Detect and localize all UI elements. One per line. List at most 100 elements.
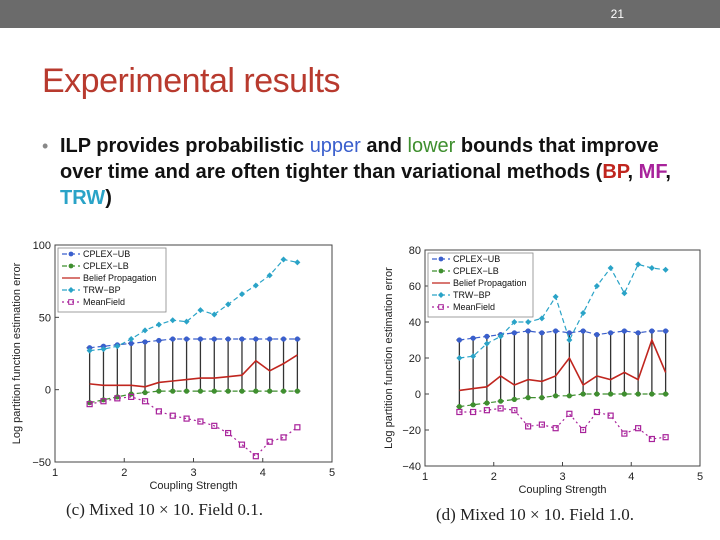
data-point <box>252 282 259 289</box>
y-tick-label: 20 <box>409 353 421 365</box>
data-point <box>663 391 669 397</box>
data-point <box>142 327 149 334</box>
data-point <box>525 319 532 325</box>
data-point <box>142 389 148 396</box>
data-point <box>497 333 504 340</box>
x-tick-label: 3 <box>190 467 196 479</box>
legend-marker <box>68 263 74 269</box>
bullet-text-part: bounds that improve over time and are of… <box>60 135 659 183</box>
data-point <box>86 401 93 408</box>
data-point <box>484 400 490 406</box>
data-point <box>225 429 232 437</box>
bullet-text-part: and <box>360 135 408 157</box>
data-point <box>593 408 600 416</box>
data-point <box>183 336 190 342</box>
data-point <box>635 391 641 397</box>
data-point <box>211 311 218 318</box>
data-point <box>169 412 176 419</box>
data-point <box>621 328 627 334</box>
data-point <box>662 434 669 441</box>
y-tick-label: 80 <box>409 245 421 257</box>
x-axis-label: Coupling Strength <box>149 480 237 492</box>
data-point <box>593 283 600 289</box>
x-tick-label: 4 <box>260 467 266 479</box>
data-point <box>525 423 532 430</box>
data-point <box>470 408 477 416</box>
data-point <box>294 424 301 431</box>
data-point <box>566 410 573 417</box>
data-point <box>456 404 462 410</box>
data-point <box>580 310 587 316</box>
y-axis-label: Log partition function estimation error <box>383 267 395 449</box>
data-point <box>253 388 259 394</box>
data-point <box>155 408 162 415</box>
data-point <box>648 435 655 443</box>
data-point <box>538 421 545 428</box>
legend-label: MeanField <box>453 302 495 312</box>
data-point <box>470 335 476 341</box>
data-point <box>621 290 628 297</box>
y-tick-label: 50 <box>39 312 51 324</box>
data-point <box>238 441 246 448</box>
legend-label: CPLEX−LB <box>453 266 499 276</box>
x-tick-label: 4 <box>628 471 634 483</box>
bp-word: BP <box>602 161 628 183</box>
data-point <box>635 330 641 336</box>
data-point <box>497 405 504 412</box>
data-point <box>553 393 559 399</box>
data-point <box>294 388 300 394</box>
data-point <box>566 393 572 399</box>
data-point <box>211 422 218 429</box>
caption-chart-d: (d) Mixed 10 × 10. Field 1.0. <box>436 505 634 524</box>
data-point <box>225 388 231 394</box>
legend-label: TRW−BP <box>83 285 121 295</box>
data-point <box>252 453 259 460</box>
data-point <box>280 434 287 441</box>
data-point <box>156 337 162 344</box>
data-point <box>456 408 463 416</box>
data-point <box>538 315 545 322</box>
data-point <box>197 388 204 394</box>
legend-marker <box>438 268 444 274</box>
data-point <box>525 395 531 401</box>
bullet-dot-icon: • <box>42 136 49 156</box>
data-point <box>635 425 642 432</box>
data-point <box>294 259 301 266</box>
data-point <box>511 319 518 325</box>
data-point <box>552 425 559 432</box>
data-point <box>266 438 273 445</box>
series-line <box>89 390 298 404</box>
y-tick-label: −40 <box>402 461 421 473</box>
data-point <box>266 272 273 279</box>
legend-label: Belief Propagation <box>453 278 527 288</box>
trw-word: TRW <box>60 187 106 209</box>
caption-chart-c: (c) Mixed 10 × 10. Field 0.1. <box>66 500 264 519</box>
x-tick-label: 3 <box>559 471 565 483</box>
x-tick-label: 1 <box>52 467 58 479</box>
y-tick-label: 0 <box>415 389 421 401</box>
bullet-text-part: , <box>627 161 639 183</box>
data-point <box>621 391 627 397</box>
data-point <box>483 340 490 347</box>
data-point <box>114 395 121 402</box>
data-point <box>197 336 204 342</box>
x-tick-label: 2 <box>121 467 127 479</box>
data-point <box>128 336 135 343</box>
data-point <box>608 391 614 397</box>
data-point <box>662 266 669 273</box>
data-point <box>294 336 300 342</box>
y-tick-label: 100 <box>33 240 51 252</box>
data-point <box>170 388 176 394</box>
mf-word: MF <box>638 161 666 183</box>
bullet-text-part: ILP provides probabilistic <box>60 135 310 157</box>
data-point <box>511 396 517 402</box>
bullet-point: • ILP provides probabilistic upper and l… <box>42 133 682 211</box>
data-point <box>539 330 545 336</box>
data-point <box>580 391 586 397</box>
x-tick-label: 2 <box>491 471 497 483</box>
data-point <box>128 393 135 400</box>
legend-label: CPLEX−UB <box>83 249 130 259</box>
series-line <box>459 337 667 392</box>
data-point <box>267 336 273 342</box>
